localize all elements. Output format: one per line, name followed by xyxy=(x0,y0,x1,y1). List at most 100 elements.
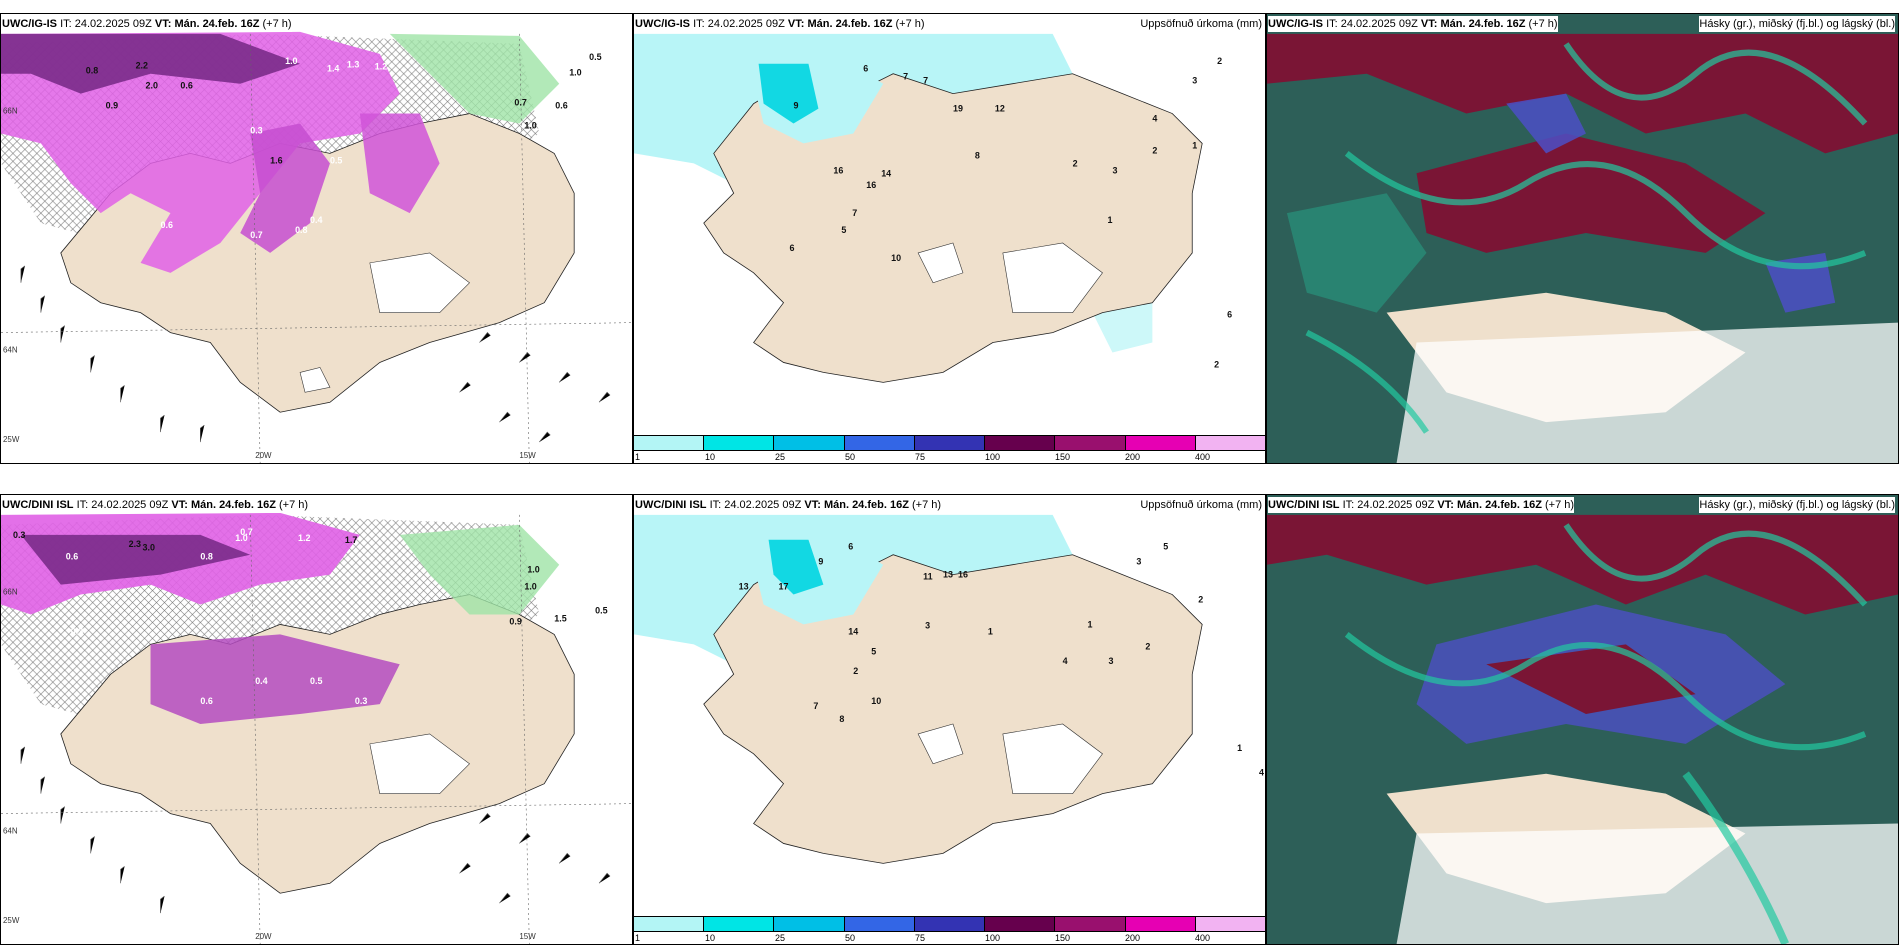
colorbar-label: 75 xyxy=(915,933,926,943)
precip-value: 7 xyxy=(923,76,928,86)
precip-value: 14 xyxy=(848,626,858,636)
model-name: UWC/IG-IS xyxy=(2,18,57,30)
lead-time: (+7 h) xyxy=(1528,18,1558,30)
colorbar-labels: 1 10 25 50 75 100 150 200 400 xyxy=(634,452,1265,463)
lat-label: 25W xyxy=(3,916,20,925)
colorbar-label: 10 xyxy=(705,452,716,462)
it-label: IT: xyxy=(76,499,89,511)
cloud-map-panel-2: UWC/DINI ISL IT: 24.02.2025 09Z VT: Mán.… xyxy=(1266,494,1899,945)
precip-value: 5 xyxy=(1163,542,1168,552)
precip-value: 19 xyxy=(953,104,963,114)
colorbar-swatch xyxy=(1124,436,1195,450)
colorbar-swatch xyxy=(773,436,844,450)
snow-value: 0.7 xyxy=(250,230,262,240)
lead-time: (+7 h) xyxy=(895,18,925,30)
snow-value: 0.6 xyxy=(160,220,172,230)
lat-label: 64N xyxy=(3,826,18,835)
precip-value: 2 xyxy=(1152,145,1157,155)
snow-value: 0.5 xyxy=(310,676,322,686)
lead-time: (+7 h) xyxy=(279,499,309,511)
precip-value: 10 xyxy=(871,696,881,706)
lat-label: 25W xyxy=(3,435,20,444)
precip-value: 11 xyxy=(923,572,932,582)
it-value: 24.02.2025 09Z xyxy=(74,18,152,30)
snow-value: 1.5 xyxy=(554,613,566,623)
snow-value: 0.7 xyxy=(240,527,252,537)
precip-values: 6 7 7 19 9 16 16 8 12 14 10 6 7 5 2 3 1 … xyxy=(790,56,1233,370)
lat-label: 66N xyxy=(3,107,18,116)
model-name: UWC/DINI ISL xyxy=(2,499,74,511)
precip-value: 1 xyxy=(1237,743,1242,753)
precip-value: 17 xyxy=(779,582,789,592)
cloud-map-panel-1: UWC/IG-IS IT: 24.02.2025 09Z VT: Mán. 24… xyxy=(1266,13,1899,464)
snow-map-1: 0.8 2.2 1.0 1.4 1.3 1.2 2.0 0.6 0.9 1.6 … xyxy=(1,14,632,463)
snow-value: 0.3 xyxy=(71,626,83,636)
precip-value: 3 xyxy=(1108,656,1113,666)
lead-time: (+7 h) xyxy=(1545,499,1575,511)
colorbar-swatch xyxy=(1124,917,1195,931)
vt-value: Mán. 24.feb. 16Z xyxy=(823,499,909,511)
snow-value: 1.0 xyxy=(524,582,536,592)
precip-value: 16 xyxy=(833,165,843,175)
colorbar-swatch xyxy=(913,917,985,931)
snow-value: 1.0 xyxy=(235,533,247,543)
it-value: 24.02.2025 09Z xyxy=(707,18,785,30)
colorbar-label: 1 xyxy=(635,933,641,943)
precip-values: 6 9 13 17 13 14 16 11 8 7 10 5 3 2 1 4 1… xyxy=(739,542,1264,778)
snow-value: 0.3 xyxy=(250,125,262,135)
snow-value: 3.0 xyxy=(143,543,155,553)
lat-label: 64N xyxy=(3,345,18,354)
lon-label: 20W xyxy=(255,932,272,941)
it-value: 24.02.2025 09Z xyxy=(91,499,169,511)
snow-value: 0.3 xyxy=(13,530,25,540)
colorbar-swatches xyxy=(634,916,1265,932)
snow-value: 2.0 xyxy=(146,81,158,91)
colorbar: 1 10 25 50 75 100 150 200 400 xyxy=(634,916,1265,944)
precip-value: 2 xyxy=(1073,158,1078,168)
snow-value: 0.5 xyxy=(589,52,601,62)
precip-map-panel-2: 6 9 13 17 13 14 16 11 8 7 10 5 3 2 1 4 1… xyxy=(633,494,1266,945)
snow-map-panel-2: 0.3 2.3 3.0 1.2 1.0 0.7 0.8 1.7 0.6 1.0 … xyxy=(0,494,633,945)
snow-value: 0.4 xyxy=(310,215,322,225)
colorbar: 1 10 25 50 75 100 150 200 400 xyxy=(634,435,1265,463)
colorbar-swatch xyxy=(703,917,774,931)
colorbar-label: 200 xyxy=(1125,452,1141,462)
model-name: UWC/DINI ISL xyxy=(1268,499,1340,511)
vt-label: VT: xyxy=(154,18,172,30)
lon-label: 15W xyxy=(519,932,536,941)
precip-value: 12 xyxy=(995,104,1005,114)
colorbar-swatch xyxy=(843,917,914,931)
colorbar-swatch xyxy=(1054,917,1125,931)
precip-value: 1 xyxy=(1192,140,1197,150)
precip-value: 7 xyxy=(903,72,908,82)
colorbar-swatch xyxy=(984,917,1055,931)
snow-value: 1.0 xyxy=(569,68,581,78)
snow-value: 1.3 xyxy=(347,60,359,70)
snow-map-2: 0.3 2.3 3.0 1.2 1.0 0.7 0.8 1.7 0.6 1.0 … xyxy=(1,495,632,944)
snow-map-panel-1: 0.8 2.2 1.0 1.4 1.3 1.2 2.0 0.6 0.9 1.6 … xyxy=(0,13,633,464)
precip-value: 6 xyxy=(848,542,853,552)
colorbar-swatch xyxy=(843,436,914,450)
snow-value: 1.4 xyxy=(327,64,339,74)
snow-value: 0.6 xyxy=(555,101,567,111)
precip-value: 7 xyxy=(813,701,818,711)
it-label: IT: xyxy=(1326,18,1338,30)
precip-value: 3 xyxy=(1192,76,1197,86)
snow-value: 1.6 xyxy=(270,155,282,165)
precip-map-panel-1: 6 7 7 19 9 16 16 8 12 14 10 6 7 5 2 3 1 … xyxy=(633,13,1266,464)
precip-value: 3 xyxy=(1112,165,1117,175)
lon-label: 15W xyxy=(519,451,536,460)
it-value: 24.02.2025 09Z xyxy=(1357,499,1435,511)
precip-value: 3 xyxy=(1136,557,1141,567)
snow-value: 0.8 xyxy=(295,225,307,235)
snow-value: 1.0 xyxy=(524,120,536,130)
it-label: IT: xyxy=(60,18,72,30)
precip-value: 6 xyxy=(790,243,795,253)
colorbar-swatches xyxy=(634,435,1265,451)
precip-value: 5 xyxy=(871,646,876,656)
colorbar-swatch xyxy=(634,436,704,450)
precip-value: 6 xyxy=(863,64,868,74)
snow-value: 0.8 xyxy=(200,552,212,562)
precip-value: 2 xyxy=(853,666,858,676)
model-name: UWC/IG-IS xyxy=(635,18,690,30)
